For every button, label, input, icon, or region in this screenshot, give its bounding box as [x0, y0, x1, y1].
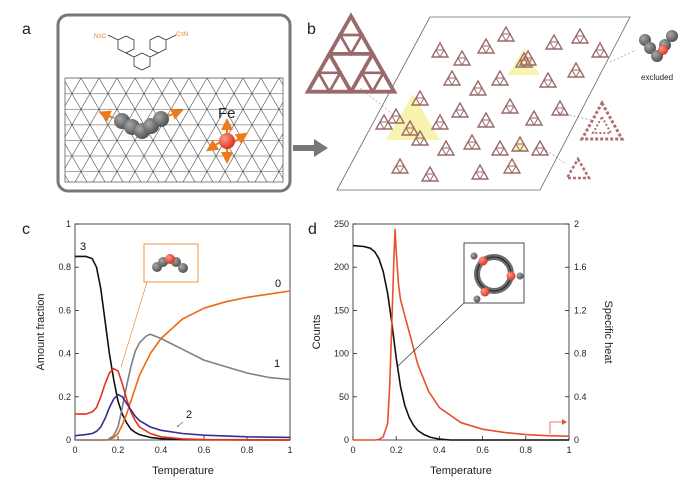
series-line-1 [75, 333, 291, 441]
y-right-tick-label: 1.2 [574, 305, 587, 315]
x-tick-label: 0.6 [198, 445, 211, 455]
inset-c-pointer [120, 281, 148, 368]
y-right-tick-label: 1.6 [574, 262, 587, 272]
y-tick-label: 1 [66, 219, 71, 229]
series-label-2: 2 [186, 409, 192, 421]
excluded-label: excluded [641, 73, 673, 82]
y-right-tick-label: 0 [574, 435, 579, 445]
hexagon-ring-assembly [579, 99, 625, 141]
excluded-configuration: excluded [639, 30, 678, 82]
plot-c-inset [120, 243, 199, 368]
plot-d-inset [397, 242, 525, 367]
series-label-1: 1 [274, 358, 280, 370]
panel-b-label: b [307, 21, 316, 38]
y-right-tick-label: 0.8 [574, 349, 587, 359]
x-tick-label: 0 [350, 445, 355, 455]
plot-c-series [74, 255, 291, 441]
panel-a: a N≡C C≡N Fe [22, 13, 292, 193]
triangular-lattice [64, 77, 284, 183]
y-tick-label: 250 [334, 219, 349, 229]
highlight-small [508, 48, 540, 75]
plot-d-ylabel: Counts [311, 314, 323, 349]
plot-c-ylabel: Amount fraction [35, 293, 47, 370]
right-axis-indicator-arrow [549, 421, 563, 434]
plot-d-ticks: 0 0.2 0.4 0.6 0.8 105010015020025000.40.81.21… [334, 219, 587, 455]
y-tick-label: 0.6 [58, 305, 71, 315]
series-line-0 [75, 290, 291, 441]
series-line-specific-heat [353, 228, 570, 441]
series-line-2 [74, 393, 291, 439]
y-tick-label: 0 [344, 435, 349, 445]
x-tick-label: 1 [287, 445, 292, 455]
series-label-0: 0 [275, 278, 281, 290]
plot-c-xlabel: Temperature [152, 465, 214, 477]
y-tick-label: 0 [66, 435, 71, 445]
x-tick-label: 1 [566, 445, 571, 455]
plot-d-ylabel-right: Specific heat [602, 301, 614, 364]
fe-atom: Fe [206, 105, 248, 164]
small-hexagon-ring [564, 156, 592, 180]
series-line-3 [75, 255, 291, 441]
svg-text:C≡N: C≡N [176, 32, 188, 38]
inset-d-pointer [397, 302, 465, 367]
panel-a-label: a [22, 21, 31, 38]
y-tick-label: 50 [339, 392, 349, 402]
x-tick-label: 0.2 [390, 445, 403, 455]
panel-d: d 0 0.2 0.4 0.6 0.8 105010015020025000.40.81.… [308, 219, 614, 477]
panel-c-label: c [22, 221, 30, 238]
y-tick-label: 100 [334, 349, 349, 359]
y-tick-label: 150 [334, 305, 349, 315]
x-tick-label: 0.4 [433, 445, 446, 455]
surface-parallelogram [336, 16, 631, 191]
coarse-grained-molecule [98, 108, 184, 139]
series-label-3: 3 [80, 241, 86, 253]
y-right-tick-label: 2 [574, 219, 579, 229]
x-tick-label: 0.4 [155, 445, 168, 455]
y-right-tick-label: 0.4 [574, 392, 587, 402]
plot-c-ticks: 0 0.2 0.4 0.6 0.8 1 0 0.2 0.4 0.6 0.8 1 [58, 219, 292, 455]
highlight-large [386, 94, 440, 140]
x-tick-label: 0.6 [476, 445, 489, 455]
y-tick-label: 200 [334, 262, 349, 272]
sierpinski-zoom-left [305, 14, 397, 94]
x-tick-label: 0.8 [520, 445, 533, 455]
x-tick-label: 0 [72, 445, 77, 455]
panel-b: b [305, 14, 678, 191]
series-line-counts [352, 244, 569, 441]
y-tick-label: 0.4 [58, 349, 71, 359]
fe-label: Fe [218, 105, 236, 122]
transition-arrow [293, 139, 328, 157]
plot-d-series [352, 228, 570, 441]
x-tick-label: 0.8 [241, 445, 254, 455]
svg-text:N≡C: N≡C [94, 34, 107, 40]
terphenyl-dicarbonitrile-molecule: N≡C C≡N [94, 32, 188, 71]
plot-d-frame [352, 223, 570, 441]
y-tick-label: 0.2 [58, 392, 71, 402]
x-tick-label: 0.2 [112, 445, 125, 455]
panel-c: c 0 0.2 0.4 0.6 0.8 1 0 0.2 0.4 0.6 0.8 1 Temperatu… [22, 219, 293, 477]
series-line-unlabeled-3 [75, 367, 291, 441]
y-tick-label: 0.8 [58, 262, 71, 272]
highlight-tiny [513, 140, 527, 152]
panel-d-label: d [308, 221, 317, 238]
plot-d-xlabel: Temperature [430, 465, 492, 477]
